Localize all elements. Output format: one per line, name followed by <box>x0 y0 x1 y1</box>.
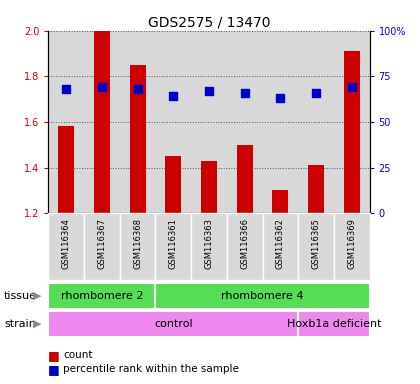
Text: ■: ■ <box>48 349 60 362</box>
Text: rhombomere 2: rhombomere 2 <box>60 291 143 301</box>
Text: GSM116369: GSM116369 <box>347 218 356 269</box>
Bar <box>191 31 227 213</box>
FancyBboxPatch shape <box>48 213 84 280</box>
Text: tissue: tissue <box>4 291 37 301</box>
Bar <box>308 165 324 213</box>
Bar <box>201 161 217 213</box>
Text: rhombomere 4: rhombomere 4 <box>221 291 304 301</box>
Point <box>63 86 70 92</box>
FancyBboxPatch shape <box>155 213 191 280</box>
Text: GSM116361: GSM116361 <box>169 218 178 269</box>
Text: ▶: ▶ <box>33 319 41 329</box>
Bar <box>94 31 110 213</box>
FancyBboxPatch shape <box>120 213 155 280</box>
Point <box>241 90 248 96</box>
Point <box>170 93 177 99</box>
Point <box>134 86 141 92</box>
Bar <box>48 31 84 213</box>
Text: control: control <box>154 319 192 329</box>
Text: Hoxb1a deficient: Hoxb1a deficient <box>286 319 381 329</box>
Text: GSM116364: GSM116364 <box>62 218 71 269</box>
Text: ■: ■ <box>48 363 60 376</box>
Bar <box>344 51 360 213</box>
Text: GSM116362: GSM116362 <box>276 218 285 269</box>
FancyBboxPatch shape <box>155 283 370 309</box>
Bar <box>298 31 334 213</box>
Text: GSM116365: GSM116365 <box>312 218 320 269</box>
Point <box>312 90 319 96</box>
Bar <box>262 31 298 213</box>
Text: GSM116366: GSM116366 <box>240 218 249 270</box>
Bar <box>129 65 146 213</box>
Text: percentile rank within the sample: percentile rank within the sample <box>63 364 239 374</box>
FancyBboxPatch shape <box>84 213 120 280</box>
Text: GDS2575 / 13470: GDS2575 / 13470 <box>148 15 270 29</box>
Bar <box>334 31 370 213</box>
FancyBboxPatch shape <box>227 213 262 280</box>
FancyBboxPatch shape <box>298 213 334 280</box>
Text: GSM116368: GSM116368 <box>133 218 142 270</box>
FancyBboxPatch shape <box>298 311 370 337</box>
Bar <box>165 156 181 213</box>
Bar <box>58 126 74 213</box>
FancyBboxPatch shape <box>48 283 155 309</box>
Bar <box>84 31 120 213</box>
Point <box>349 84 355 90</box>
FancyBboxPatch shape <box>262 213 298 280</box>
FancyBboxPatch shape <box>191 213 227 280</box>
Text: count: count <box>63 350 92 360</box>
Point <box>206 88 212 94</box>
Text: GSM116367: GSM116367 <box>97 218 106 270</box>
Bar <box>227 31 262 213</box>
Text: strain: strain <box>4 319 36 329</box>
Text: GSM116363: GSM116363 <box>205 218 213 270</box>
FancyBboxPatch shape <box>334 213 370 280</box>
Bar <box>272 190 289 213</box>
Bar <box>120 31 155 213</box>
Bar <box>236 145 253 213</box>
Point <box>277 95 284 101</box>
Bar <box>155 31 191 213</box>
Text: ▶: ▶ <box>33 291 41 301</box>
FancyBboxPatch shape <box>48 311 298 337</box>
Point <box>98 84 105 90</box>
